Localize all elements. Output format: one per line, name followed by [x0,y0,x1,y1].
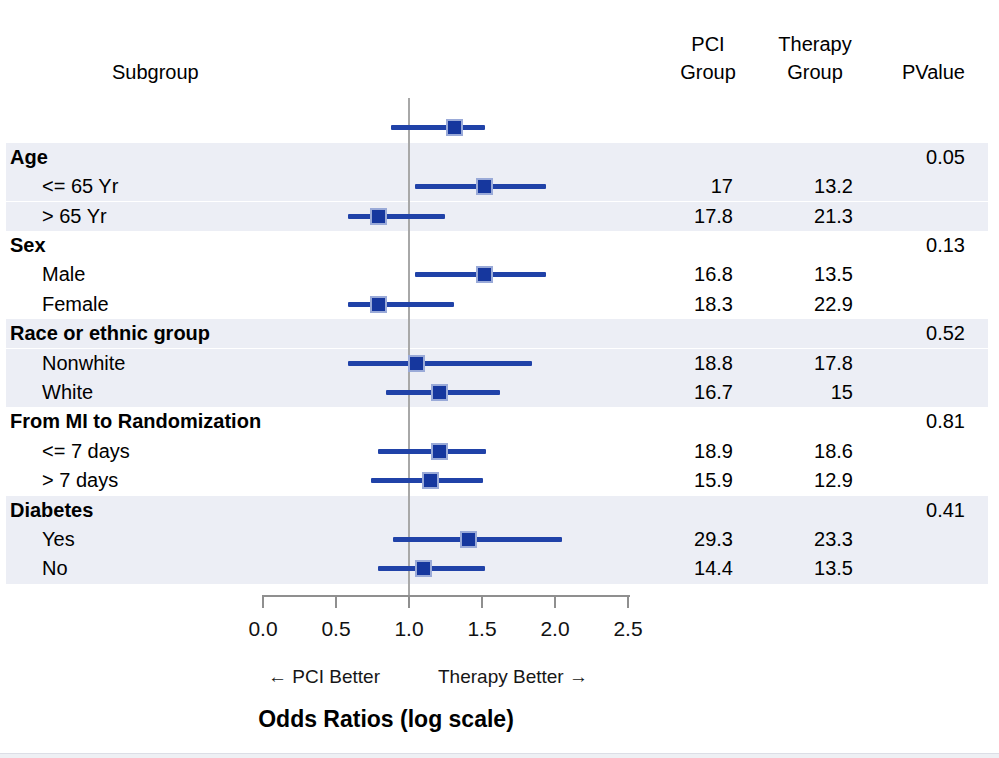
section-header-row: Age 0.05 [0,143,999,172]
therapy-value-cell: 13.2 [753,172,853,201]
or-marker [422,472,439,489]
pci-value-cell: 18.3 [633,290,733,319]
row-label: Yes [42,525,75,554]
pci-value-cell: 16.7 [633,378,733,407]
or-marker [408,355,425,372]
or-marker [370,208,387,225]
therapy-value-cell: 18.6 [753,437,853,466]
pci-value-cell: 29.3 [633,525,733,554]
subgroup-row: Nonwhite 18.8 17.8 [0,349,999,378]
therapy-value-cell: 15 [753,378,853,407]
pci-value-cell: 16.8 [633,260,733,289]
forest-plot: Subgroup PCI Group Therapy Group PValue … [0,0,999,758]
pci-value-cell: 15.9 [633,466,733,495]
subgroup-row: Yes 29.3 23.3 [0,525,999,554]
row-label: > 65 Yr [42,202,107,231]
row-label: White [42,378,93,407]
forest-rows-layer: Age 0.05 <= 65 Yr 17 13.2 > 65 Yr 17.8 21.3 Sex 0… [0,0,999,758]
pci-value-cell: 18.9 [633,437,733,466]
or-marker [431,443,448,460]
pci-value-cell: 18.8 [633,349,733,378]
row-label: Diabetes [10,496,93,525]
pci-value-cell: 14.4 [633,554,733,583]
row-label: Nonwhite [42,349,125,378]
pvalue-cell: 0.41 [863,496,965,525]
therapy-value-cell: 22.9 [753,290,853,319]
section-header-row: Race or ethnic group 0.52 [0,319,999,348]
or-marker [415,560,432,577]
ci-line [348,361,532,366]
section-header-row: From MI to Randomization 0.81 [0,407,999,436]
subgroup-row: No 14.4 13.5 [0,554,999,583]
therapy-value-cell: 12.9 [753,466,853,495]
or-marker [431,384,448,401]
therapy-value-cell: 17.8 [753,349,853,378]
therapy-value-cell: 13.5 [753,554,853,583]
therapy-value-cell: 23.3 [753,525,853,554]
therapy-value-cell: 21.3 [753,202,853,231]
row-label: Female [42,290,109,319]
row-label: No [42,554,68,583]
or-marker [476,266,493,283]
pvalue-cell: 0.13 [863,231,965,260]
subgroup-row: > 7 days 15.9 12.9 [0,466,999,495]
subgroup-row: <= 65 Yr 17 13.2 [0,172,999,201]
pci-value-cell: 17.8 [633,202,733,231]
pci-value-cell: 17 [633,172,733,201]
therapy-value-cell: 13.5 [753,260,853,289]
ci-line [348,302,455,307]
subgroup-row [0,113,999,142]
subgroup-row: Male 16.8 13.5 [0,260,999,289]
row-label: <= 65 Yr [42,172,118,201]
row-label: > 7 days [42,466,118,495]
row-label: <= 7 days [42,437,130,466]
pvalue-cell: 0.05 [863,143,965,172]
row-label: Male [42,260,85,289]
row-label: Age [10,143,48,172]
or-marker [476,178,493,195]
pvalue-cell: 0.52 [863,319,965,348]
ci-line [391,125,484,130]
subgroup-row: <= 7 days 18.9 18.6 [0,437,999,466]
section-header-row: Diabetes 0.41 [0,496,999,525]
or-marker [370,296,387,313]
or-marker [460,531,477,548]
row-label: From MI to Randomization [10,407,261,436]
row-label: Sex [10,231,46,260]
ci-line [393,537,562,542]
subgroup-row: Female 18.3 22.9 [0,290,999,319]
subgroup-row: White 16.7 15 [0,378,999,407]
ci-line [348,214,446,219]
row-label: Race or ethnic group [10,319,210,348]
or-marker [446,119,463,136]
pvalue-cell: 0.81 [863,407,965,436]
subgroup-row: > 65 Yr 17.8 21.3 [0,202,999,231]
section-header-row: Sex 0.13 [0,231,999,260]
